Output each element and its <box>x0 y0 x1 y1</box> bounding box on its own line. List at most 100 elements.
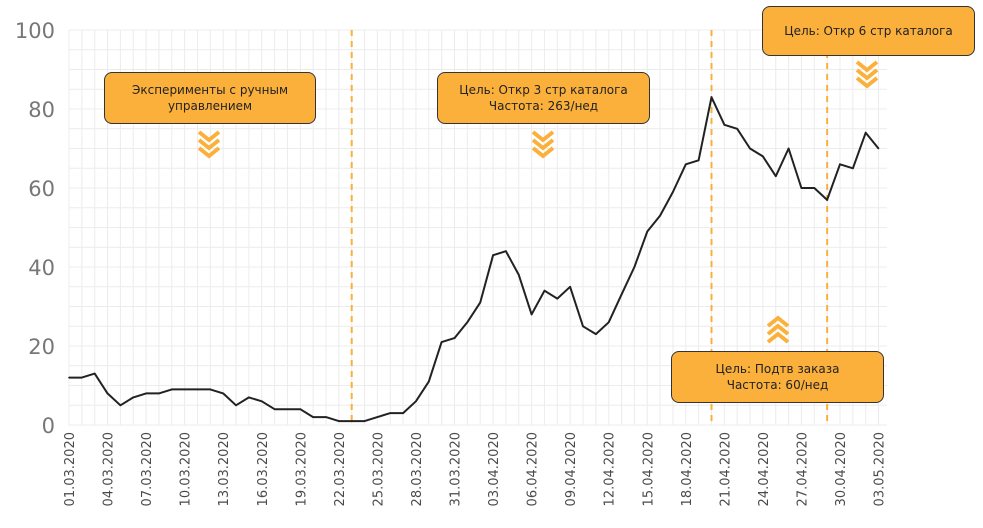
data-point <box>158 392 160 395</box>
x-tick-label: 22.03.2020 <box>333 432 348 506</box>
data-point <box>68 376 70 379</box>
data-point <box>466 321 469 324</box>
y-tick-label: 80 <box>28 98 55 122</box>
data-point <box>710 96 713 98</box>
x-tick-label: 07.03.2020 <box>140 432 155 506</box>
data-point <box>273 408 276 411</box>
x-tick-label: 27.04.2020 <box>795 432 810 506</box>
x-tick-label: 31.03.2020 <box>449 432 464 506</box>
data-point <box>248 396 250 399</box>
data-point <box>389 412 392 414</box>
data-point <box>338 420 340 422</box>
data-point <box>787 147 790 150</box>
data-point <box>93 372 96 375</box>
data-point <box>299 408 302 411</box>
data-point <box>132 396 135 399</box>
annotation-goal3-line1: Цель: Откр 3 стр каталога <box>459 83 628 97</box>
data-point <box>723 124 726 126</box>
data-point <box>646 230 649 233</box>
annotation-goal6-line1: Цель: Откр 6 стр каталога <box>784 24 953 38</box>
data-point <box>569 285 571 288</box>
data-point <box>877 147 880 150</box>
data-point <box>286 408 289 411</box>
x-tick-label: 13.03.2020 <box>217 432 232 506</box>
data-point <box>736 127 738 130</box>
x-tick-label: 09.04.2020 <box>564 432 579 506</box>
y-axis: 0 20 40 60 80 100 <box>15 19 55 438</box>
data-point <box>81 376 83 379</box>
data-point <box>659 214 661 217</box>
x-tick-label: 06.04.2020 <box>526 432 541 506</box>
x-tick-label: 28.03.2020 <box>410 432 425 506</box>
data-point <box>222 392 224 395</box>
data-point <box>312 416 314 418</box>
data-point <box>826 199 828 201</box>
data-point <box>453 337 456 339</box>
annotation-order-line2: Частота: 60/нед <box>726 378 829 392</box>
data-point <box>620 293 623 296</box>
chevron-up-icon <box>766 315 790 344</box>
data-point <box>440 341 443 343</box>
data-point <box>800 187 803 189</box>
data-point <box>376 416 379 418</box>
data-point <box>171 388 173 391</box>
x-tick-label: 16.03.2020 <box>256 432 271 506</box>
data-point <box>196 388 199 391</box>
data-point <box>582 325 584 328</box>
data-point <box>209 388 212 391</box>
data-point <box>325 416 327 418</box>
data-point <box>428 380 430 383</box>
series-line <box>69 96 880 423</box>
x-tick-label: 25.03.2020 <box>371 432 386 506</box>
chevron-down-icon <box>531 130 555 159</box>
y-tick-label: 40 <box>28 256 55 280</box>
x-tick-label: 04.03.2020 <box>102 432 117 506</box>
data-point <box>607 321 610 324</box>
annotation-arrows <box>197 60 879 344</box>
chevron-down-icon <box>197 130 221 159</box>
data-point <box>852 167 854 170</box>
data-point <box>517 274 520 276</box>
annotation-goal3-line2: Частота: 263/нед <box>488 99 599 113</box>
data-point <box>363 420 366 422</box>
chevron-down-icon <box>855 60 879 89</box>
x-tick-label: 21.04.2020 <box>718 432 733 506</box>
data-point <box>839 163 841 166</box>
annotation-manual-line2: управлением <box>167 99 253 113</box>
x-tick-label: 01.03.2020 <box>63 432 78 506</box>
data-point <box>774 175 777 177</box>
series <box>68 96 880 423</box>
data-point <box>672 191 674 193</box>
data-point <box>260 400 263 403</box>
data-point <box>685 163 687 166</box>
data-point <box>864 131 867 134</box>
data-point <box>543 289 546 292</box>
data-point <box>749 147 751 150</box>
x-tick-label: 30.04.2020 <box>834 432 849 506</box>
data-point <box>235 404 237 407</box>
data-point <box>762 155 764 158</box>
x-axis: 01.03.2020 04.03.2020 07.03.2020 10.03.2020… <box>63 432 888 506</box>
data-point <box>697 159 700 162</box>
data-point <box>350 420 353 422</box>
x-tick-label: 15.04.2020 <box>641 432 656 506</box>
annotation-goal-order: Цель: Подтв заказа Частота: 60/нед <box>671 351 884 403</box>
annotation-goal-catalog-3: Цель: Откр 3 стр каталога Частота: 263/н… <box>437 72 650 124</box>
x-tick-label: 03.05.2020 <box>873 432 888 506</box>
y-tick-label: 60 <box>28 177 55 201</box>
data-point <box>183 388 186 391</box>
annotation-order-line1: Цель: Подтв заказа <box>715 362 840 376</box>
data-point <box>556 297 559 300</box>
x-tick-label: 19.03.2020 <box>294 432 309 506</box>
x-tick-label: 03.04.2020 <box>487 432 502 506</box>
data-point <box>505 250 507 252</box>
data-point <box>145 392 147 395</box>
annotation-manual-line1: Эксперименты с ручным <box>131 83 289 97</box>
data-point <box>595 333 597 335</box>
data-point <box>402 412 404 414</box>
y-tick-label: 0 <box>42 414 55 438</box>
annotation-manual-control: Эксперименты с ручным управлением <box>104 72 316 124</box>
data-point <box>415 400 417 403</box>
data-point <box>119 404 122 407</box>
